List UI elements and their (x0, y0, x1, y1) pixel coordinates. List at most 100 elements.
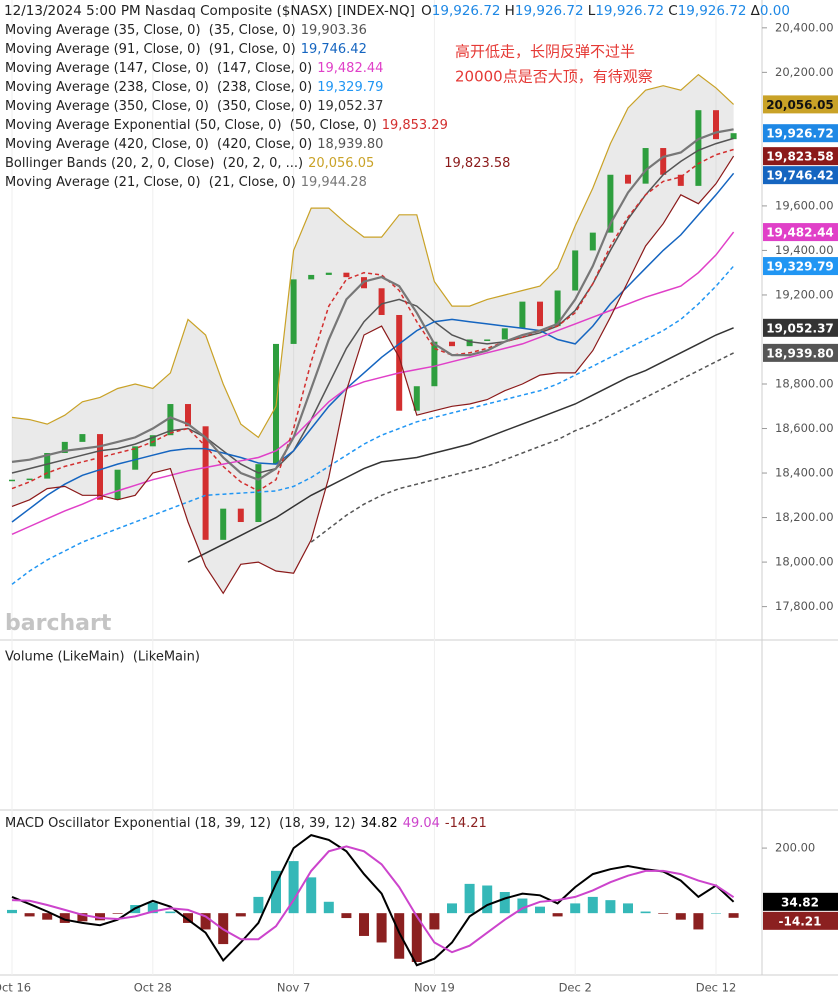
ma-line (310, 352, 734, 543)
y-tick-label: 19,400.00 (775, 243, 834, 257)
legend-entry: Moving Average (21, Close, 0) (21, Close… (5, 175, 367, 190)
price-tag (763, 343, 838, 362)
candle (290, 279, 297, 344)
legend-value: 19,746.42 (301, 42, 367, 57)
histogram-bar (235, 913, 246, 917)
price-tag (763, 257, 838, 276)
ma-line (11, 137, 734, 474)
candle (713, 110, 719, 140)
y-tick-label: 18,000.00 (775, 555, 834, 569)
legend-entry: Moving Average (91, Close, 0) (91, Close… (5, 42, 367, 57)
y-tick-label: 19,200.00 (775, 287, 834, 301)
candle (114, 469, 121, 500)
price-tag-label: 19,052.37 (766, 321, 834, 335)
histogram-bar (95, 913, 105, 921)
histogram-bar (24, 913, 35, 917)
candle (466, 339, 473, 347)
histogram-bar (200, 913, 211, 930)
legend-value: 34.82 (360, 816, 397, 831)
legend-value: 19,329.79 (317, 80, 383, 95)
ma-line (187, 327, 734, 563)
legend-entry: Moving Average (35, Close, 0) (35, Close… (5, 23, 367, 38)
annotation: 高开低走，长阴反弹不过半 (455, 43, 635, 61)
legend-name: Moving Average (350, Close, 0) (350, Clo… (5, 99, 312, 114)
histogram-bar (77, 913, 88, 922)
macd-line (11, 845, 735, 954)
legend-value: 19,823.58 (444, 156, 510, 171)
quote-key: Δ (751, 4, 760, 19)
x-tick-label: Oct 28 (134, 981, 172, 995)
ma-line (11, 265, 735, 585)
candle (255, 464, 262, 523)
price-tag-label: -14.21 (779, 914, 822, 928)
legend-name: Moving Average (420, Close, 0) (420, Clo… (5, 137, 312, 152)
labels: barchart 高开低走，长阴反弹不过半 20000点是否大顶，有待观察 Vo… (0, 4, 838, 995)
histogram-bar (711, 913, 721, 914)
histogram-bar (728, 913, 739, 918)
price-tag-label: 20,056.05 (766, 98, 834, 112)
candle (44, 453, 51, 479)
band-fill (12, 74, 734, 594)
quote-key: L (588, 4, 596, 19)
candle (554, 290, 561, 327)
legend-name: Bollinger Bands (20, 2, 0, Close) (20, 2… (5, 156, 303, 171)
ma-line (11, 231, 735, 535)
ma-line (11, 148, 734, 492)
price-tag (763, 892, 838, 911)
y-tick-label: 18,600.00 (775, 421, 834, 435)
histogram-bar (253, 896, 264, 914)
plot (7, 73, 739, 967)
histogram-bar (464, 883, 475, 914)
price-tag (763, 95, 838, 114)
price-tag-label: 19,482.44 (766, 226, 834, 240)
x-tick-label: Nov 19 (414, 981, 455, 995)
quote-value: 19,926.72 (432, 4, 501, 19)
price-tag-label: 18,939.80 (766, 346, 834, 360)
histogram-bar (306, 877, 317, 914)
candle (519, 301, 526, 329)
histogram-bar (623, 903, 633, 914)
candle (484, 339, 491, 341)
candle (625, 174, 631, 184)
legend-name: Moving Average (35, Close, 0) (35, Close… (5, 23, 296, 38)
candle (501, 328, 508, 340)
histogram-bar (411, 913, 422, 962)
candle (413, 386, 420, 411)
histogram-bar (341, 913, 352, 919)
watermark: barchart (5, 611, 112, 636)
candle (61, 441, 68, 454)
candle (449, 341, 455, 347)
histogram-bar (658, 913, 669, 914)
y-tick-label: 20,200.00 (775, 65, 834, 79)
histogram-bar (394, 913, 405, 959)
price-tag (763, 147, 838, 166)
legend-name: Moving Average (21, Close, 0) (21, Close… (5, 175, 296, 190)
price-tag-label: 19,329.79 (766, 260, 834, 274)
legend-value: 18,939.80 (317, 137, 383, 152)
quote-value: 19,926.72 (595, 4, 664, 19)
legend-name: Moving Average (91, Close, 0) (91, Close… (5, 42, 296, 57)
y-tick-label: 18,800.00 (775, 377, 834, 391)
price-tag (763, 318, 838, 337)
x-tick-label: Dec 12 (696, 981, 737, 995)
ma-line (11, 128, 734, 481)
candle (677, 174, 684, 186)
candle (589, 232, 596, 251)
histogram-bar (587, 896, 598, 914)
histogram-bar (499, 892, 510, 914)
legend-entry: Moving Average Exponential (50, Close, 0… (5, 118, 448, 133)
panel-title: MACD Oscillator Exponential (18, 39, 12)… (5, 816, 487, 831)
price-tag-label: 19,746.42 (766, 169, 834, 183)
quote-value: 19,926.72 (515, 4, 584, 19)
quote-key: O (421, 4, 432, 19)
histogram-bar (183, 913, 193, 923)
legend-value: 19,903.36 (301, 23, 367, 38)
quote-key: C (668, 4, 677, 19)
histogram-bar (271, 870, 281, 914)
price-tag-label: 19,823.58 (766, 150, 834, 164)
histogram-bar (359, 913, 369, 936)
histogram-bar (517, 898, 528, 914)
candle (695, 110, 702, 186)
candle (396, 314, 403, 411)
